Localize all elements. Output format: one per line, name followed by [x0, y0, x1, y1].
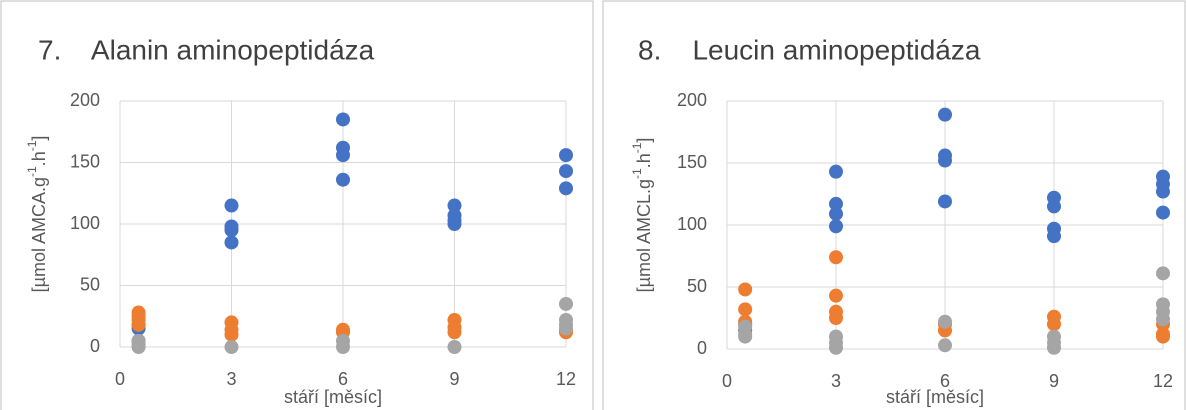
- point: [1047, 199, 1061, 214]
- x-axis-label: stáří [měsíc]: [886, 387, 984, 407]
- chart-title: 8. Leucin aminopeptidáza: [638, 34, 981, 65]
- point: [738, 302, 753, 317]
- point: [336, 112, 350, 127]
- point: [224, 235, 239, 250]
- y-axis-label-part: ]: [634, 138, 654, 143]
- point: [559, 148, 573, 163]
- point: [559, 296, 573, 311]
- point: [1156, 327, 1170, 342]
- chart-title: 7. Alanin aminopeptidáza: [38, 34, 375, 65]
- point: [447, 325, 462, 340]
- point: [224, 340, 239, 354]
- point: [829, 164, 843, 179]
- y-tick-label: 150: [70, 151, 100, 171]
- point: [1156, 205, 1170, 220]
- y-axis-label-part: -1: [25, 166, 39, 177]
- point: [829, 250, 843, 265]
- y-axis-label-part: .h: [634, 153, 654, 168]
- point: [938, 153, 952, 168]
- y-axis-label-part: [µmol AMCL.g: [634, 179, 654, 292]
- y-tick-label: 100: [70, 213, 100, 233]
- point: [559, 181, 573, 196]
- x-tick-label: 12: [556, 369, 576, 389]
- panel-border: [0, 0, 594, 410]
- point: [829, 206, 843, 221]
- y-axis-label-part: [µmol AMCA.g: [29, 177, 49, 292]
- point: [447, 340, 462, 354]
- y-tick-label: 200: [70, 90, 100, 110]
- point: [829, 288, 843, 303]
- y-tick-label: 200: [677, 90, 707, 110]
- y-axis-label: [µmol AMCL.g-1.h-1]: [630, 138, 654, 293]
- point: [447, 217, 462, 231]
- point: [131, 337, 146, 352]
- point: [559, 321, 573, 336]
- x-tick-label: 6: [338, 369, 348, 389]
- point: [829, 219, 843, 234]
- y-tick-label: 50: [687, 276, 707, 296]
- point: [336, 148, 350, 163]
- point: [938, 314, 952, 329]
- point: [1047, 317, 1061, 332]
- point: [131, 317, 146, 332]
- point: [738, 329, 753, 344]
- point: [1047, 340, 1061, 355]
- point: [738, 282, 753, 297]
- point: [938, 338, 952, 353]
- x-tick-label: 9: [1049, 371, 1059, 391]
- point: [829, 311, 843, 325]
- point: [1156, 184, 1170, 199]
- y-axis-label-part: -1: [630, 168, 644, 179]
- y-tick-label: 0: [90, 336, 100, 356]
- point: [829, 196, 843, 211]
- point: [224, 223, 239, 238]
- x-tick-label: 6: [940, 371, 950, 391]
- x-tick-label: 3: [831, 371, 841, 391]
- x-tick-label: 9: [449, 369, 459, 389]
- point: [224, 198, 239, 213]
- point: [559, 164, 573, 179]
- point: [336, 340, 350, 354]
- x-tick-label: 0: [115, 369, 125, 389]
- y-tick-label: 50: [80, 274, 100, 294]
- x-tick-label: 12: [1153, 371, 1173, 391]
- point: [938, 194, 952, 209]
- point: [447, 198, 462, 213]
- x-axis-label: stáří [měsíc]: [284, 387, 382, 407]
- y-axis-label: [µmol AMCA.g-1.h-1]: [25, 136, 49, 293]
- y-tick-label: 0: [697, 338, 707, 358]
- point: [1047, 229, 1061, 244]
- x-tick-label: 3: [226, 369, 236, 389]
- point: [336, 172, 350, 187]
- y-axis-label-part: ]: [29, 136, 49, 141]
- point: [224, 327, 239, 342]
- point: [1156, 312, 1170, 327]
- point: [829, 340, 843, 355]
- y-axis-label-part: .h: [29, 151, 49, 166]
- y-tick-label: 100: [677, 214, 707, 234]
- y-tick-label: 150: [677, 152, 707, 172]
- point: [938, 107, 952, 122]
- y-axis-label-part: -1: [25, 140, 39, 151]
- panel-border: [602, 0, 1186, 410]
- y-axis-label-part: -1: [630, 142, 644, 153]
- x-tick-label: 0: [722, 371, 732, 391]
- point: [1156, 266, 1170, 281]
